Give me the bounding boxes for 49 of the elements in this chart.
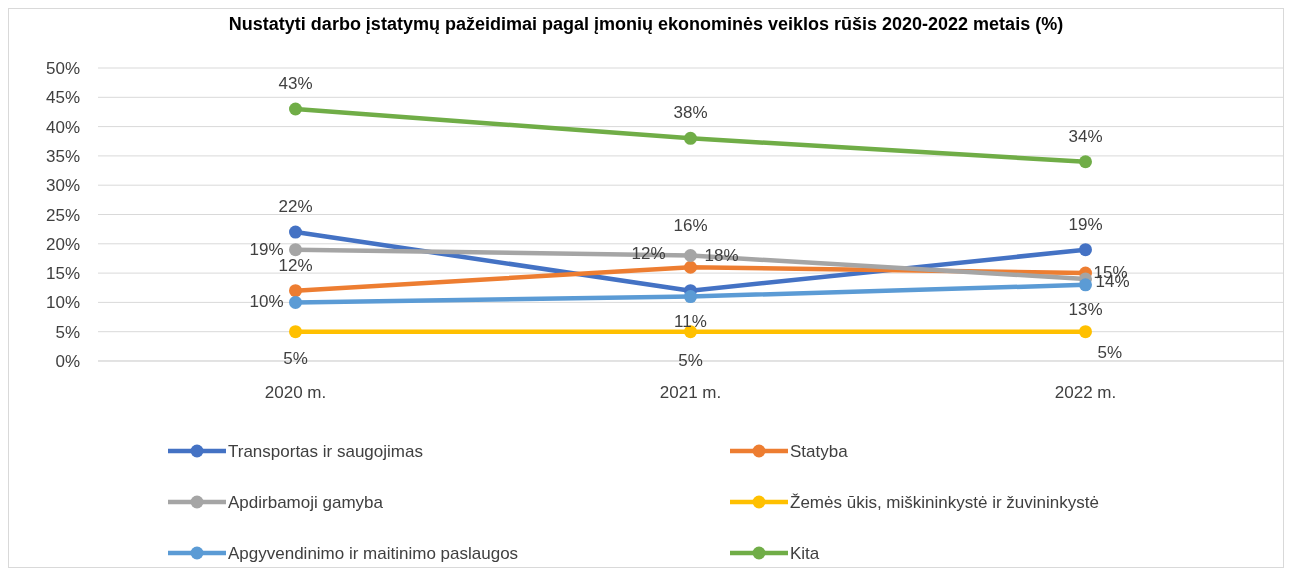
- legend-label: Statyba: [790, 442, 849, 461]
- point: [1079, 278, 1092, 292]
- legend-label: Apgyvendinimo ir maitinimo paslaugos: [228, 544, 519, 563]
- y-tick-label: 10%: [45, 293, 80, 313]
- data-label: 34%: [1068, 126, 1103, 146]
- point: [289, 243, 302, 257]
- point: [1079, 325, 1092, 339]
- x-tick-label: 2021 m.: [659, 383, 722, 402]
- data-label: 11%: [674, 311, 707, 331]
- point: [289, 102, 302, 116]
- y-tick-label: 40%: [45, 117, 80, 137]
- point: [289, 284, 302, 298]
- data-label: 18%: [704, 245, 739, 265]
- legend-label: Kita: [790, 544, 820, 563]
- y-tick-label: 5%: [55, 322, 80, 342]
- y-tick-label: 20%: [45, 234, 80, 254]
- point: [684, 260, 697, 274]
- point: [289, 225, 302, 239]
- y-tick-label: 0%: [55, 352, 80, 371]
- y-tick-label: 45%: [45, 88, 80, 108]
- point: [289, 295, 302, 309]
- point: [1079, 243, 1092, 257]
- x-tick-label: 2020 m.: [264, 383, 327, 402]
- point: [289, 325, 302, 339]
- data-label: 5%: [1097, 342, 1123, 362]
- data-label: 16%: [673, 216, 708, 236]
- legend-label: Žemės ūkis, miškininkystė ir žuvininkystė: [790, 493, 1099, 512]
- data-label: 22%: [278, 197, 313, 217]
- point: [1079, 155, 1092, 169]
- data-label: 5%: [283, 348, 308, 368]
- data-label: 13%: [1068, 299, 1103, 319]
- legend-label: Apdirbamoji gamyba: [228, 493, 384, 512]
- point: [684, 249, 697, 263]
- data-label: 38%: [673, 103, 708, 123]
- y-tick-label: 25%: [45, 205, 80, 225]
- y-tick-label: 15%: [45, 264, 80, 284]
- legend-label: Transportas ir saugojimas: [228, 442, 423, 461]
- chart-title: Nustatyti darbo įstatymų pažeidimai pagal įmonių ekonominės veiklos rūšis 2020-2022 metais (%): [228, 14, 1064, 34]
- data-label: 12%: [631, 243, 666, 263]
- data-label: 43%: [278, 74, 313, 94]
- data-label: 19%: [1068, 214, 1103, 234]
- x-tick-label: 2022 m.: [1054, 383, 1117, 402]
- point: [684, 290, 697, 304]
- data-label: 10%: [249, 292, 284, 312]
- data-label: 5%: [678, 350, 703, 370]
- point: [684, 131, 697, 145]
- y-tick-label: 35%: [45, 146, 80, 166]
- y-tick-label: 50%: [45, 59, 80, 78]
- y-tick-label: 30%: [45, 176, 80, 196]
